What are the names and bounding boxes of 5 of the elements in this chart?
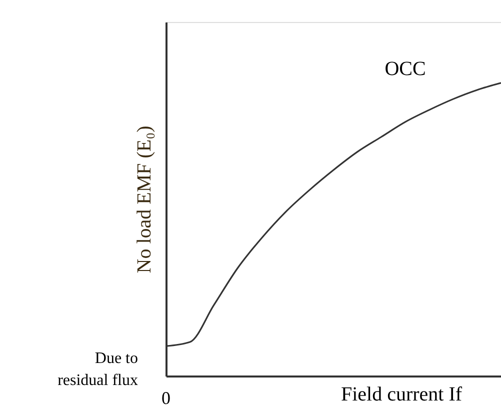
text: Due to residual flux — [58, 350, 138, 389]
text: 0 — [162, 388, 170, 408]
x-axis-title: Field current If — [340, 384, 462, 406]
series-label: OCC — [384, 58, 426, 80]
y-axis-title: No load EMF (E₀) — [134, 126, 156, 274]
